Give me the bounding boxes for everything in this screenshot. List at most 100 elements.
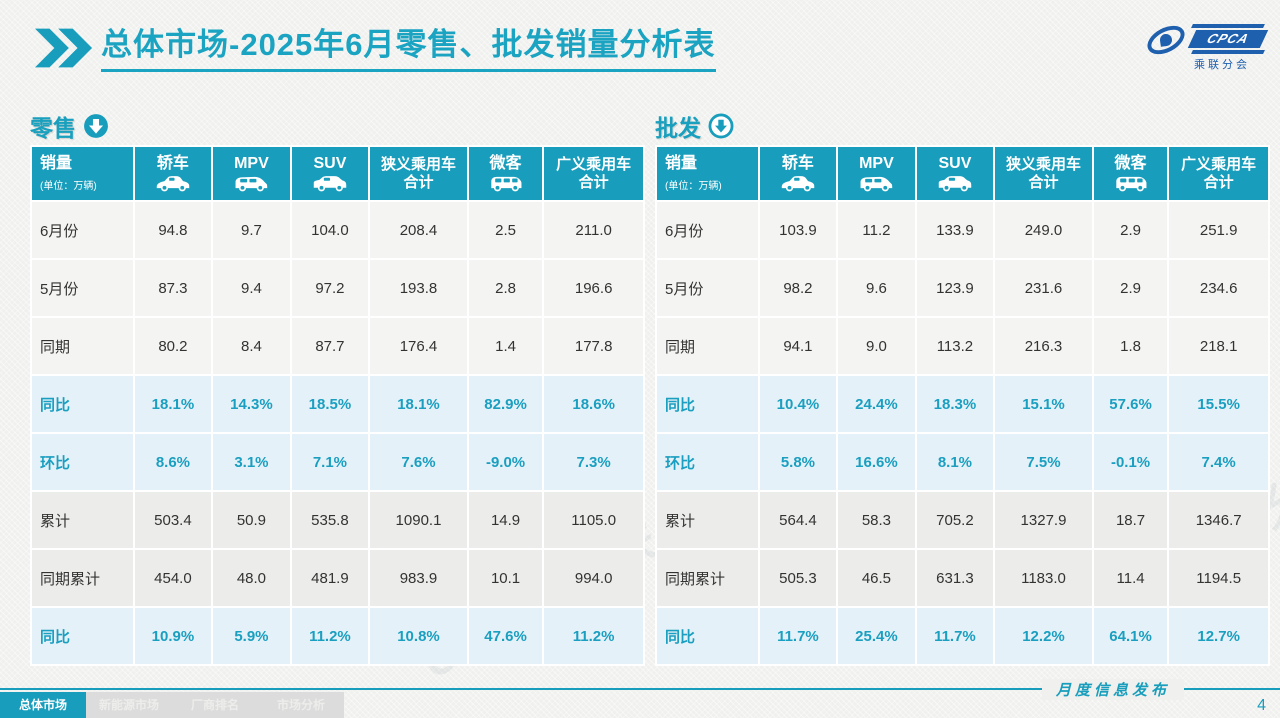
table-cell: 454.0 xyxy=(134,550,212,606)
table-cell: 2.8 xyxy=(468,260,543,316)
row-label: 同期 xyxy=(32,318,133,374)
table-cell: 133.9 xyxy=(916,202,994,258)
row-label: 同比 xyxy=(657,376,758,432)
table-cell: 50.9 xyxy=(213,492,290,548)
table-cell: 193.8 xyxy=(370,260,467,316)
table-cell: 10.8% xyxy=(370,608,467,664)
table-cell: 9.6 xyxy=(838,260,915,316)
table-cell: 3.1% xyxy=(213,434,290,490)
table-cell: 8.6% xyxy=(134,434,212,490)
table-cell: 113.2 xyxy=(916,318,994,374)
table-cell: 1183.0 xyxy=(995,550,1092,606)
tab-overall-market[interactable]: 总体市场 xyxy=(0,692,86,718)
table-cell: 18.3% xyxy=(916,376,994,432)
table-cell: 211.0 xyxy=(544,202,643,258)
table-row: 同期 94.1 9.0 113.2 216.3 1.8 218.1 xyxy=(657,318,1268,374)
down-arrow-circle-outline-icon xyxy=(708,113,734,139)
col-header-narrow-pv: 狭义乘用车 合计 xyxy=(995,147,1092,200)
table-cell: 103.9 xyxy=(759,202,837,258)
table-cell: 11.2 xyxy=(838,202,915,258)
table-cell: 123.9 xyxy=(916,260,994,316)
table-cell: 234.6 xyxy=(1169,260,1268,316)
table-row: 同比 10.4% 24.4% 18.3% 15.1% 57.6% 15.5% xyxy=(657,376,1268,432)
down-arrow-circle-icon xyxy=(83,113,109,139)
table-cell: 231.6 xyxy=(995,260,1092,316)
table-cell: 82.9% xyxy=(468,376,543,432)
row-label: 同期累计 xyxy=(32,550,133,606)
table-cell: 94.1 xyxy=(759,318,837,374)
table-cell: 1327.9 xyxy=(995,492,1092,548)
table-row: 同期 80.2 8.4 87.7 176.4 1.4 177.8 xyxy=(32,318,643,374)
table-cell: 98.2 xyxy=(759,260,837,316)
table-cell: 14.9 xyxy=(468,492,543,548)
table-cell: 7.4% xyxy=(1169,434,1268,490)
footer-divider xyxy=(0,688,1280,690)
suv-icon xyxy=(311,175,349,192)
table-cell: 994.0 xyxy=(544,550,643,606)
table-cell: 1090.1 xyxy=(370,492,467,548)
table-cell: 1105.0 xyxy=(544,492,643,548)
table-row: 累计 503.4 50.9 535.8 1090.1 14.9 1105.0 xyxy=(32,492,643,548)
table-cell: 251.9 xyxy=(1169,202,1268,258)
table-cell: 64.1% xyxy=(1093,608,1168,664)
tab-manufacturer-ranking[interactable]: 厂商排名 xyxy=(172,692,258,718)
col-header-sedan: 轿车 xyxy=(759,147,837,200)
table-cell: 97.2 xyxy=(291,260,369,316)
sedan-icon xyxy=(779,175,817,192)
table-row: 同比 18.1% 14.3% 18.5% 18.1% 82.9% 18.6% xyxy=(32,376,643,432)
table-row: 环比 5.8% 16.6% 8.1% 7.5% -0.1% 7.4% xyxy=(657,434,1268,490)
table-cell: 14.3% xyxy=(213,376,290,432)
table-cell: 15.5% xyxy=(1169,376,1268,432)
row-label: 5月份 xyxy=(657,260,758,316)
retail-table: 销量 (单位：万辆) 轿车 MPV SUV xyxy=(30,145,645,666)
row-label: 6月份 xyxy=(32,202,133,258)
col-header-suv: SUV xyxy=(291,147,369,200)
table-cell: 216.3 xyxy=(995,318,1092,374)
logo-stripe xyxy=(1191,24,1265,28)
table-cell: 5.8% xyxy=(759,434,837,490)
tab-nev-market[interactable]: 新能源市场 xyxy=(86,692,172,718)
row-label: 6月份 xyxy=(657,202,758,258)
table-cell: 11.2% xyxy=(291,608,369,664)
table-cell: 87.3 xyxy=(134,260,212,316)
retail-label: 零售 xyxy=(30,110,645,142)
col-header-narrow-pv: 狭义乘用车 合计 xyxy=(370,147,467,200)
wholesale-table: 销量 (单位：万辆) 轿车 MPV SUV xyxy=(655,145,1270,666)
table-cell: 25.4% xyxy=(838,608,915,664)
table-cell: 1.4 xyxy=(468,318,543,374)
table-cell: 177.8 xyxy=(544,318,643,374)
table-cell: 218.1 xyxy=(1169,318,1268,374)
table-cell: 10.9% xyxy=(134,608,212,664)
bottom-nav: 总体市场 新能源市场 厂商排名 市场分析 xyxy=(0,692,344,718)
table-cell: 176.4 xyxy=(370,318,467,374)
table-cell: 2.9 xyxy=(1093,202,1168,258)
double-chevron-icon xyxy=(35,28,93,68)
table-cell: 18.5% xyxy=(291,376,369,432)
table-cell: 46.5 xyxy=(838,550,915,606)
table-cell: 208.4 xyxy=(370,202,467,258)
table-cell: 80.2 xyxy=(134,318,212,374)
table-cell: 10.1 xyxy=(468,550,543,606)
col-header-suv: SUV xyxy=(916,147,994,200)
table-row: 同比 10.9% 5.9% 11.2% 10.8% 47.6% 11.2% xyxy=(32,608,643,664)
cpca-logo-mark xyxy=(1142,20,1190,60)
col-header-sales: 销量 (单位：万辆) xyxy=(657,147,758,200)
table-cell: 503.4 xyxy=(134,492,212,548)
table-cell: 18.1% xyxy=(370,376,467,432)
tab-market-analysis[interactable]: 市场分析 xyxy=(258,692,344,718)
table-row: 环比 8.6% 3.1% 7.1% 7.6% -9.0% 7.3% xyxy=(32,434,643,490)
table-cell: 11.7% xyxy=(759,608,837,664)
col-header-mpv: MPV xyxy=(213,147,290,200)
table-cell: 983.9 xyxy=(370,550,467,606)
table-cell: 1194.5 xyxy=(1169,550,1268,606)
table-cell: 7.3% xyxy=(544,434,643,490)
table-cell: 12.7% xyxy=(1169,608,1268,664)
table-cell: 8.1% xyxy=(916,434,994,490)
row-label: 同比 xyxy=(32,376,133,432)
table-row: 同期累计 505.3 46.5 631.3 1183.0 11.4 1194.5 xyxy=(657,550,1268,606)
header-row: 销量 (单位：万辆) 轿车 MPV SUV xyxy=(657,147,1268,200)
table-cell: 1346.7 xyxy=(1169,492,1268,548)
table-cell: 7.5% xyxy=(995,434,1092,490)
table-cell: 2.9 xyxy=(1093,260,1168,316)
